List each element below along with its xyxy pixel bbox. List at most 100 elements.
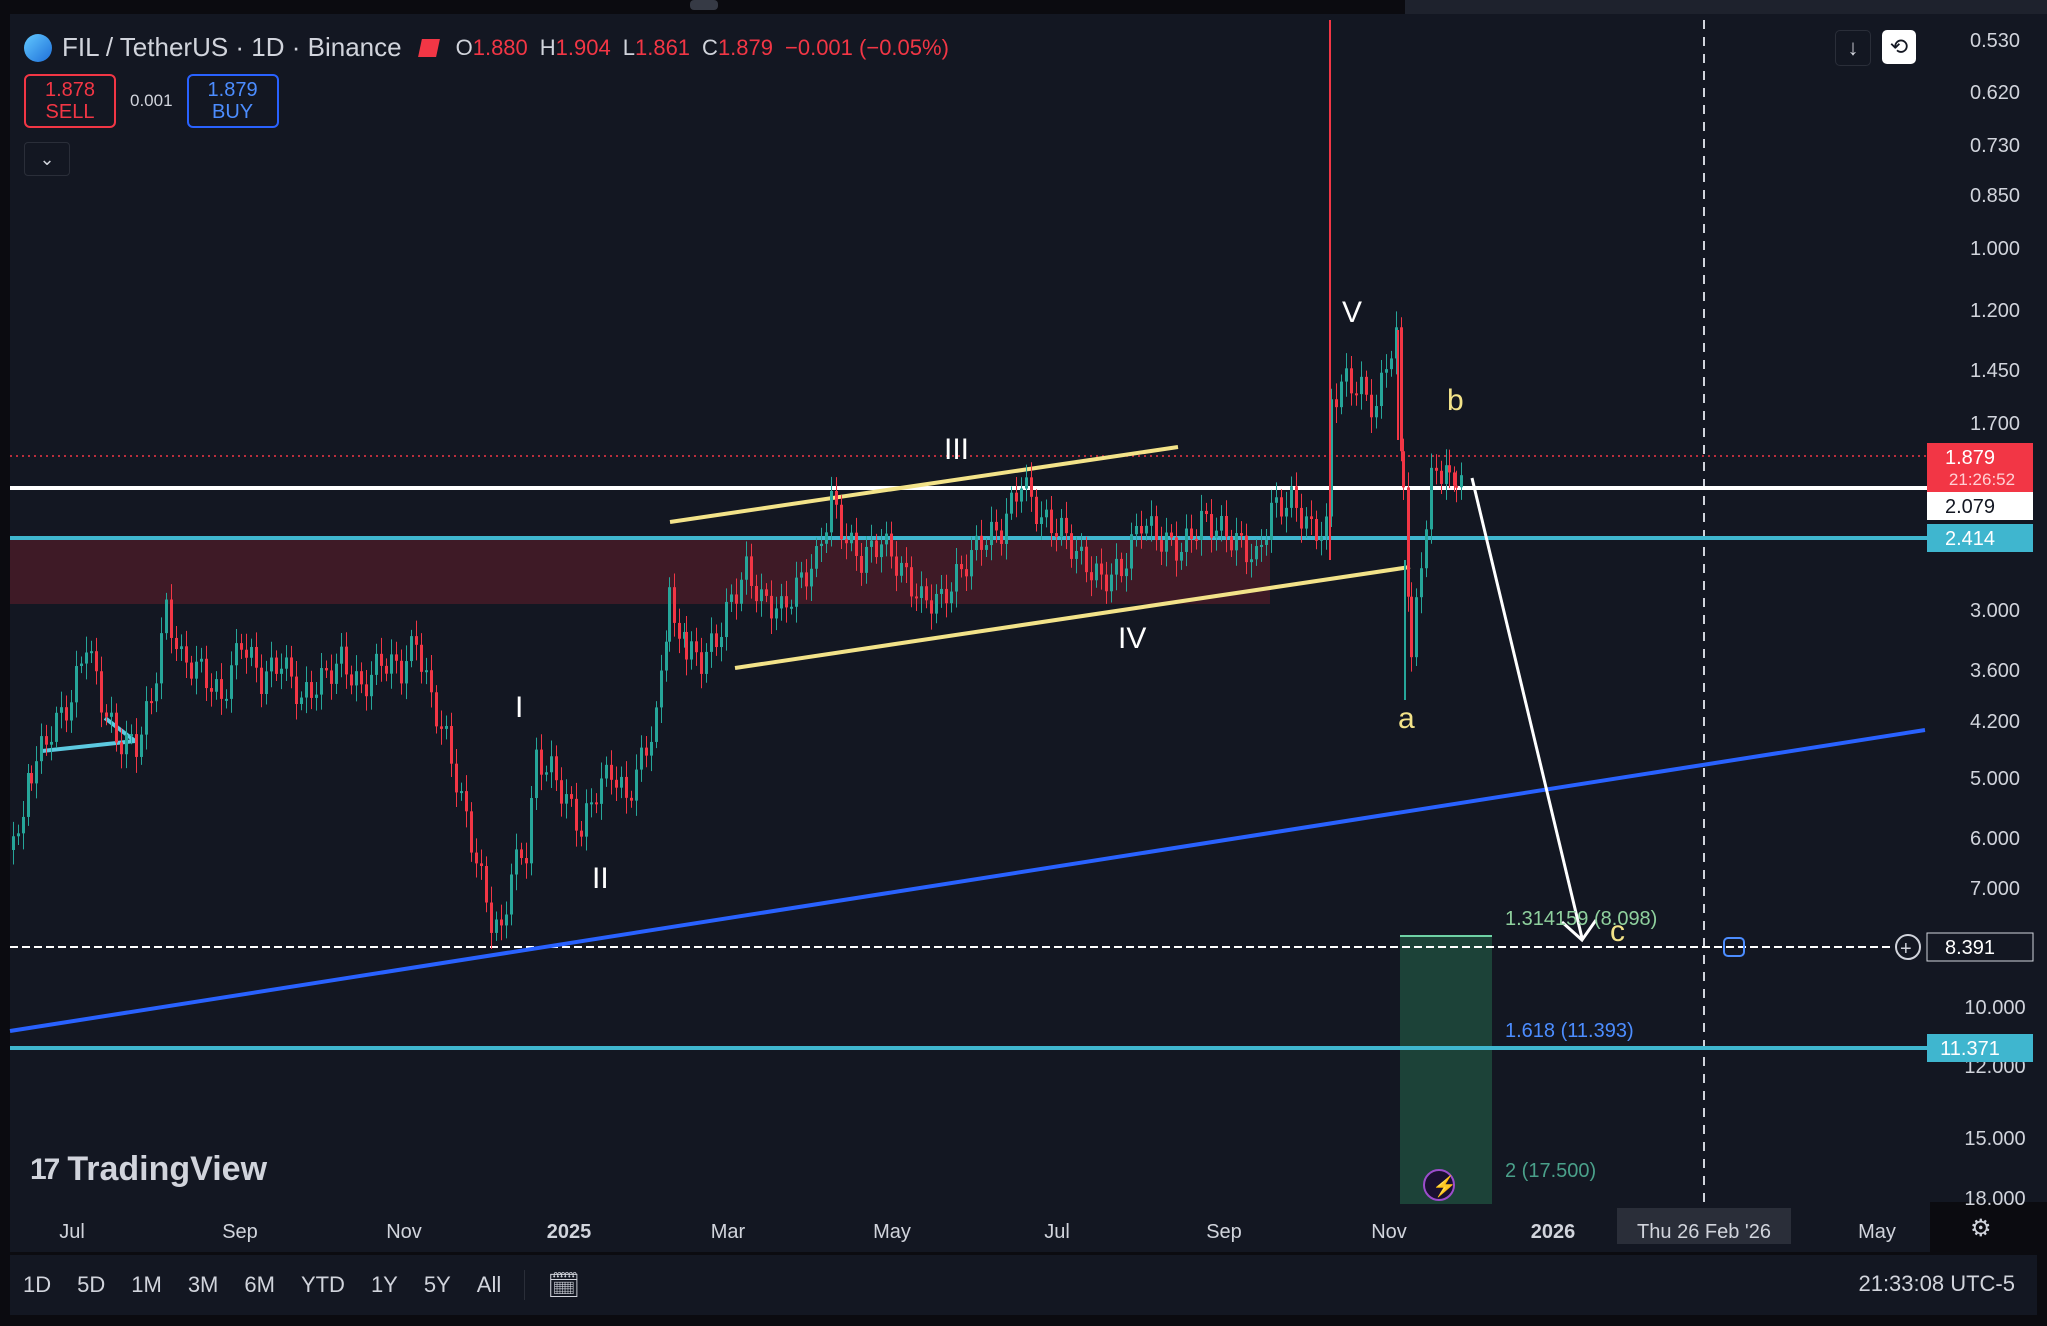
candle-body xyxy=(805,572,808,587)
symbol-legend[interactable]: FIL / TetherUS · 1D · Binance O1.880 H1.… xyxy=(24,32,949,63)
flag-icon[interactable] xyxy=(417,38,440,57)
candle-body xyxy=(705,651,708,674)
candle-body xyxy=(1300,507,1303,529)
candle-body xyxy=(35,761,38,784)
gear-icon[interactable]: ⚙ xyxy=(1970,1215,1992,1242)
price-axis[interactable] xyxy=(1930,14,2047,1202)
channel-upper[interactable] xyxy=(669,445,1179,524)
candle-body xyxy=(1355,393,1358,396)
tf-5d[interactable]: 5D xyxy=(77,1272,106,1297)
projection-arrow[interactable] xyxy=(1470,477,1584,939)
candle-body xyxy=(425,670,428,673)
candle-body xyxy=(1415,597,1418,658)
candle-body xyxy=(890,533,893,557)
refresh-icon[interactable]: ⟲ xyxy=(1882,30,1916,64)
candle-body xyxy=(1290,486,1293,508)
candle-body xyxy=(945,588,948,604)
candle-body xyxy=(715,633,718,648)
candle-body xyxy=(1075,550,1078,559)
time-axis[interactable] xyxy=(10,1202,1930,1252)
calendar-icon[interactable]: 🗓 xyxy=(547,1269,581,1300)
small-cyan-trendline[interactable] xyxy=(41,739,136,753)
candle-body xyxy=(355,671,358,686)
candle-body xyxy=(720,637,723,648)
candle-body xyxy=(285,657,288,669)
tf-all[interactable]: All xyxy=(476,1272,502,1297)
wave-label-I[interactable]: I xyxy=(515,691,523,724)
collapse-legend-button[interactable]: ⌄ xyxy=(24,142,70,176)
tf-ytd[interactable]: YTD xyxy=(300,1272,345,1297)
tf-3m[interactable]: 3M xyxy=(187,1272,219,1297)
candle-body xyxy=(1402,451,1405,488)
symbol-icon xyxy=(24,33,52,62)
candle-body xyxy=(255,646,258,668)
candle-body xyxy=(1310,516,1313,520)
candle-body xyxy=(1320,536,1323,541)
candle-body xyxy=(695,641,698,653)
tf-6m[interactable]: 6M xyxy=(244,1272,275,1297)
candle-body xyxy=(980,535,983,550)
price-badge-label: 11.371 xyxy=(1940,1038,2000,1060)
candle-body xyxy=(810,568,813,587)
candle-body xyxy=(1315,519,1318,541)
candle-body xyxy=(1045,509,1048,518)
tf-1d[interactable]: 1D xyxy=(23,1272,52,1297)
candle-body xyxy=(370,674,373,697)
sell-button[interactable]: 1.878 SELL xyxy=(24,74,116,128)
candle-body xyxy=(150,701,153,704)
candle-body xyxy=(1407,487,1410,597)
channel-lower[interactable] xyxy=(734,565,1411,670)
candle-body xyxy=(935,593,938,614)
candle-body xyxy=(50,741,53,745)
candle-body xyxy=(865,546,868,573)
top-toolbar[interactable] xyxy=(1405,0,2047,14)
wave-label-IV[interactable]: IV xyxy=(1118,622,1146,655)
candle-body xyxy=(430,670,433,693)
tf-5y[interactable]: 5Y xyxy=(423,1272,451,1297)
tf-1m[interactable]: 1M xyxy=(131,1272,162,1297)
wave-label-II[interactable]: II xyxy=(592,862,609,895)
candle-body xyxy=(1035,496,1038,524)
candle-body xyxy=(815,546,818,569)
candle-body xyxy=(505,914,508,926)
clock[interactable]: 21:33:08 UTC-5 xyxy=(1858,1271,2015,1296)
wave-label-b[interactable]: b xyxy=(1447,384,1464,417)
price-tick-label: 0.730 xyxy=(1970,135,2020,157)
candle-body xyxy=(295,676,298,704)
buy-button[interactable]: 1.879 BUY xyxy=(186,74,279,128)
price-badge-countdown: 21:26:52 xyxy=(1949,470,2015,489)
candle-body xyxy=(1055,533,1058,537)
tf-1y[interactable]: 1Y xyxy=(370,1272,398,1297)
candle-body xyxy=(1150,516,1153,526)
wave-label-V[interactable]: V xyxy=(1342,296,1362,329)
crosshair-marker xyxy=(1723,937,1745,957)
candle-body xyxy=(490,902,493,933)
candle-body xyxy=(620,776,623,788)
candle-body xyxy=(605,764,608,779)
wave-label-a[interactable]: a xyxy=(1398,702,1415,735)
download-icon[interactable]: ↓ xyxy=(1835,30,1871,66)
long-trendline[interactable] xyxy=(9,728,1926,1033)
candle-body xyxy=(530,798,533,864)
wave-label-III[interactable]: III xyxy=(944,433,969,466)
wave-label-c[interactable]: c xyxy=(1610,915,1625,948)
candle-body xyxy=(245,649,248,658)
candlestick-series[interactable] xyxy=(12,20,1463,949)
candle-body xyxy=(995,521,998,531)
resistance-zone[interactable] xyxy=(10,538,1270,604)
symbol-title[interactable]: FIL / TetherUS · 1D · Binance xyxy=(62,32,402,62)
chart-pane[interactable] xyxy=(10,14,1930,1202)
candle-body xyxy=(1448,465,1451,473)
lightning-icon[interactable] xyxy=(1423,1169,1455,1201)
add-alert-icon[interactable] xyxy=(1895,934,1921,960)
fib-projection-box[interactable] xyxy=(1400,936,1492,1204)
time-tick-label: Sep xyxy=(1206,1221,1242,1243)
candle-body xyxy=(668,587,671,642)
candle-body xyxy=(1250,559,1253,563)
candle-body xyxy=(22,816,25,834)
candle-body xyxy=(740,579,743,604)
candle-body xyxy=(735,594,738,604)
candle-body xyxy=(1255,546,1258,560)
